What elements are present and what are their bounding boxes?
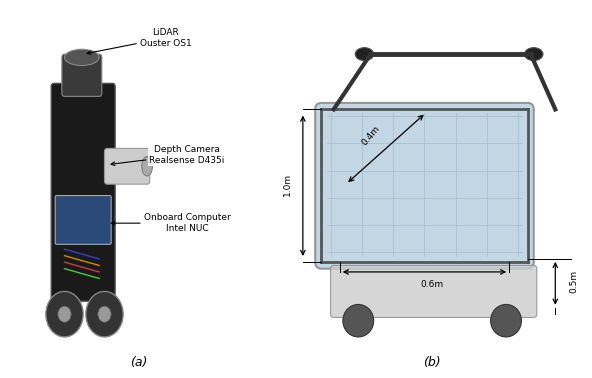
Circle shape: [98, 306, 111, 322]
Text: 0.5m: 0.5m: [570, 270, 578, 293]
Circle shape: [46, 291, 83, 337]
Text: Depth Camera
Realsense D435i: Depth Camera Realsense D435i: [111, 145, 225, 166]
Circle shape: [86, 291, 123, 337]
Circle shape: [58, 306, 71, 322]
Text: LiDAR
Ouster OS1: LiDAR Ouster OS1: [87, 28, 192, 54]
Text: 0.6m: 0.6m: [420, 280, 444, 290]
Text: 0.4m: 0.4m: [360, 124, 381, 147]
FancyBboxPatch shape: [330, 265, 537, 318]
FancyBboxPatch shape: [51, 84, 115, 301]
Text: (b): (b): [423, 356, 441, 369]
FancyBboxPatch shape: [62, 54, 102, 96]
FancyBboxPatch shape: [104, 149, 150, 184]
Text: (a): (a): [130, 356, 148, 369]
Text: Onboard Computer
Intel NUC: Onboard Computer Intel NUC: [111, 214, 230, 233]
Ellipse shape: [355, 48, 374, 60]
Ellipse shape: [525, 48, 543, 60]
Circle shape: [491, 304, 522, 337]
FancyBboxPatch shape: [315, 103, 534, 269]
Ellipse shape: [142, 156, 153, 176]
Ellipse shape: [65, 49, 99, 65]
Text: 1.0m: 1.0m: [283, 173, 292, 196]
Circle shape: [343, 304, 374, 337]
FancyBboxPatch shape: [55, 195, 111, 244]
